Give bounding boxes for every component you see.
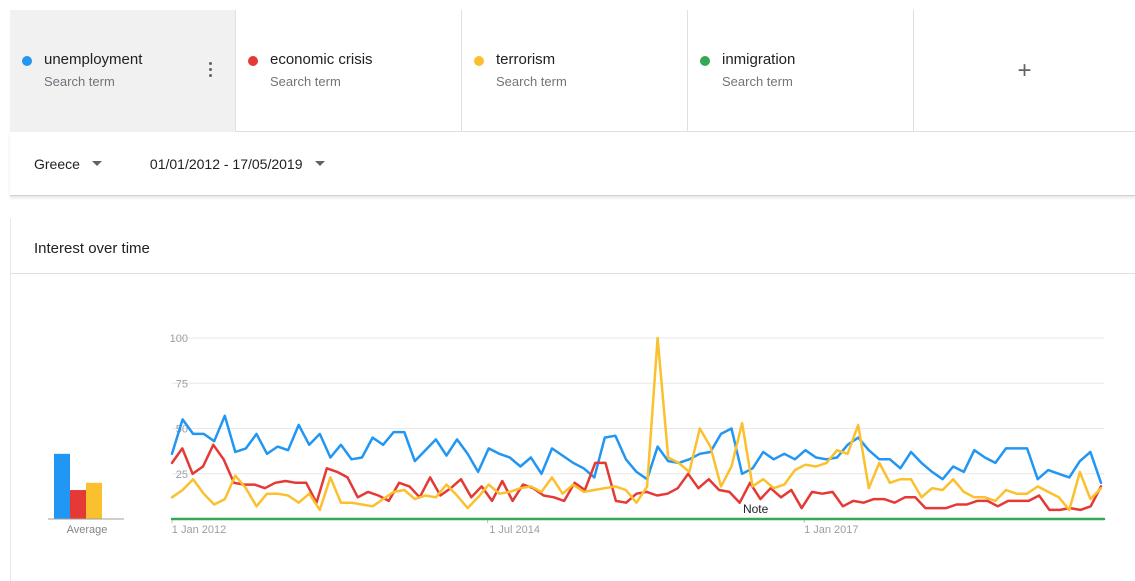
search-terms-bar: unemployment Search term economic crisis… — [10, 10, 1135, 132]
series-color-dot — [248, 56, 258, 66]
term-card-economic-crisis[interactable]: economic crisis Search term — [236, 10, 462, 132]
caret-down-icon — [314, 161, 325, 166]
term-name: unemployment — [44, 51, 143, 68]
region-value: Greece — [34, 155, 80, 172]
series-color-dot — [474, 56, 484, 66]
term-type: Search term — [496, 74, 567, 89]
filter-bar: Greece 01/01/2012 - 17/05/2019 — [10, 132, 1135, 196]
date-range-dropdown[interactable]: 01/01/2012 - 17/05/2019 — [150, 156, 325, 172]
add-term-button[interactable]: + — [914, 10, 1135, 132]
term-type: Search term — [270, 74, 341, 89]
term-card-inmigration[interactable]: inmigration Search term — [688, 10, 914, 132]
term-card-unemployment[interactable]: unemployment Search term — [10, 10, 236, 132]
term-name: terrorism — [496, 51, 556, 68]
term-card-terrorism[interactable]: terrorism Search term — [462, 10, 688, 132]
term-type: Search term — [44, 74, 115, 89]
more-vert-icon[interactable] — [209, 62, 213, 78]
plus-icon: + — [1017, 57, 1032, 84]
series-color-dot — [22, 56, 32, 66]
region-dropdown[interactable]: Greece — [34, 156, 102, 172]
term-name: inmigration — [722, 51, 796, 68]
caret-down-icon — [91, 161, 102, 166]
term-name: economic crisis — [270, 51, 373, 68]
interest-over-time-card: Interest over time — [10, 218, 1135, 581]
term-type: Search term — [722, 74, 793, 89]
card-title: Interest over time — [11, 218, 1135, 274]
date-range-value: 01/01/2012 - 17/05/2019 — [149, 155, 303, 172]
series-color-dot — [700, 56, 710, 66]
